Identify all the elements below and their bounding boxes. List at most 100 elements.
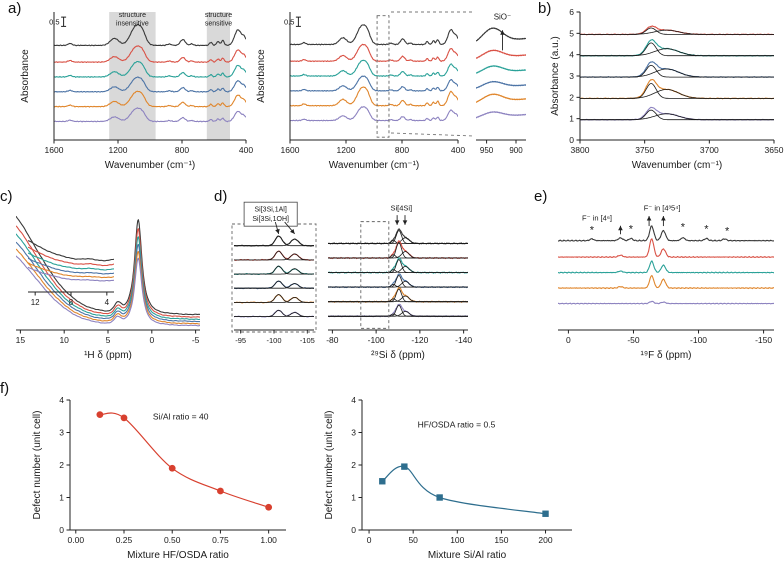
svg-text:-120: -120 <box>411 335 428 345</box>
svg-text:*: * <box>629 223 634 235</box>
panel-label-b: b) <box>538 0 552 17</box>
svg-text:-100: -100 <box>368 335 385 345</box>
svg-text:1200: 1200 <box>337 145 356 155</box>
svg-text:*: * <box>704 223 709 235</box>
panel-c-1h-nmr-chart: 15 10 5 0 -5 ¹H δ (ppm) <box>16 215 200 361</box>
svg-text:50: 50 <box>408 535 418 545</box>
svg-text:1200: 1200 <box>109 145 128 155</box>
svg-text:Mixture HF/OSDA ratio: Mixture HF/OSDA ratio <box>127 550 229 561</box>
svg-text:0: 0 <box>351 525 356 535</box>
svg-text:Si/Al ratio = 40: Si/Al ratio = 40 <box>153 412 209 422</box>
svg-text:15: 15 <box>16 335 26 345</box>
svg-text:3750: 3750 <box>635 145 654 155</box>
svg-text:*: * <box>725 225 730 237</box>
svg-text:4: 4 <box>59 395 64 405</box>
svg-text:¹⁹F δ (ppm): ¹⁹F δ (ppm) <box>641 350 692 361</box>
svg-text:structure: structure <box>119 12 146 19</box>
panel-f-sial-defects-chart: 0 50 100 150 200 0 1 2 3 4 Mixture Si/Al ratio Defe… <box>324 395 572 561</box>
svg-text:200: 200 <box>538 535 552 545</box>
svg-text:sensitive: sensitive <box>205 21 232 28</box>
svg-text:SiO⁻: SiO⁻ <box>494 12 512 21</box>
svg-text:-5: -5 <box>192 335 200 345</box>
svg-text:3650: 3650 <box>765 145 784 155</box>
panel-f-hf-osda-defects-chart: 0.00 0.25 0.50 0.75 1.00 0 1 2 3 4 Mixture HF/OSDA… <box>32 395 286 561</box>
svg-text:0: 0 <box>59 525 64 535</box>
svg-text:0: 0 <box>566 335 571 345</box>
svg-text:Si[3Si,1OH]: Si[3Si,1OH] <box>252 216 289 223</box>
svg-text:-95: -95 <box>235 336 246 345</box>
svg-text:3: 3 <box>59 428 64 438</box>
svg-text:0.25: 0.25 <box>116 535 133 545</box>
svg-text:2: 2 <box>569 92 574 102</box>
svg-text:-150: -150 <box>755 335 772 345</box>
svg-text:-140: -140 <box>455 335 472 345</box>
svg-text:2: 2 <box>351 460 356 470</box>
svg-text:2: 2 <box>59 460 64 470</box>
svg-text:3700: 3700 <box>700 145 719 155</box>
panel-label-e: e) <box>534 188 548 205</box>
svg-text:1.00: 1.00 <box>260 535 277 545</box>
panel-label-f: f) <box>0 380 10 397</box>
panel-e-19f-nmr-chart: 0 -50 -100 -150 ¹⁹F δ (ppm) F⁻ in [4³5⁴] F⁻ in… <box>558 204 774 361</box>
svg-text:Mixture Si/Al ratio: Mixture Si/Al ratio <box>428 550 507 561</box>
svg-text:1: 1 <box>351 493 356 503</box>
svg-text:12: 12 <box>31 298 40 307</box>
svg-text:800: 800 <box>175 145 189 155</box>
svg-text:3: 3 <box>569 71 574 81</box>
svg-text:0.5: 0.5 <box>284 17 294 26</box>
svg-text:1: 1 <box>569 114 574 124</box>
svg-text:*: * <box>681 222 686 234</box>
svg-text:4: 4 <box>351 395 356 405</box>
svg-text:0.75: 0.75 <box>212 535 229 545</box>
svg-text:5: 5 <box>106 335 111 345</box>
panel-a-ir-left-chart: 1600 1200 800 400 Wavenumber (cm⁻¹) Absorbanc… <box>20 12 253 171</box>
svg-text:-80: -80 <box>326 335 339 345</box>
svg-text:0: 0 <box>149 335 154 345</box>
svg-text:1: 1 <box>59 493 64 503</box>
svg-text:Si[3Si,1Al]: Si[3Si,1Al] <box>255 207 287 214</box>
svg-text:F⁻ in [4³5⁴]: F⁻ in [4³5⁴] <box>644 204 681 213</box>
svg-text:Si[4Si]: Si[4Si] <box>390 203 412 212</box>
svg-text:950: 950 <box>480 146 494 155</box>
svg-text:0: 0 <box>367 535 372 545</box>
svg-text:0.5: 0.5 <box>49 17 59 26</box>
svg-text:10: 10 <box>59 335 69 345</box>
svg-text:structure: structure <box>205 12 232 19</box>
svg-text:Absorbance (a.u.): Absorbance (a.u.) <box>550 36 561 116</box>
panel-b-oh-ir-chart: 3800 3750 3700 3650 0 1 2 3 4 5 6 Wavenumber (cm⁻¹)… <box>550 7 784 171</box>
panel-d-29si-zoom-chart: -95 -100 -105 Si[3Si,1Al] Si[3Si,1OH] <box>231 201 317 345</box>
svg-text:Wavenumber (cm⁻¹): Wavenumber (cm⁻¹) <box>632 160 722 171</box>
panel-a-sio-inset-chart: 950 900 SiO⁻ <box>476 12 526 155</box>
svg-text:0.00: 0.00 <box>68 535 85 545</box>
svg-text:Defect number (unit cell): Defect number (unit cell) <box>324 411 335 520</box>
svg-text:F⁻ in [4⁶]: F⁻ in [4⁶] <box>582 214 612 223</box>
svg-text:Absorbance: Absorbance <box>256 49 267 103</box>
panel-c-inset-chart: 12 8 4 <box>28 240 114 307</box>
svg-text:*: * <box>590 224 595 236</box>
svg-text:1600: 1600 <box>281 145 300 155</box>
svg-text:insensitive: insensitive <box>116 21 149 28</box>
svg-text:100: 100 <box>450 535 464 545</box>
svg-text:Wavenumber (cm⁻¹): Wavenumber (cm⁻¹) <box>105 160 195 171</box>
svg-text:400: 400 <box>239 145 253 155</box>
svg-text:800: 800 <box>395 145 409 155</box>
panel-label-c: c) <box>0 188 13 205</box>
svg-text:Absorbance: Absorbance <box>20 49 31 103</box>
svg-text:3: 3 <box>351 428 356 438</box>
svg-text:5: 5 <box>569 28 574 38</box>
svg-text:150: 150 <box>494 535 508 545</box>
panel-a-ir-right-chart: 1600 1200 800 400 Wavenumber (cm⁻¹) Absorbanc… <box>256 12 465 171</box>
svg-text:3800: 3800 <box>571 145 590 155</box>
svg-text:1600: 1600 <box>45 145 64 155</box>
svg-text:Wavenumber (cm⁻¹): Wavenumber (cm⁻¹) <box>329 160 419 171</box>
svg-text:²⁹Si δ (ppm): ²⁹Si δ (ppm) <box>371 350 425 361</box>
panel-label-a: a) <box>8 0 22 17</box>
svg-text:¹H δ (ppm): ¹H δ (ppm) <box>84 350 132 361</box>
svg-text:-100: -100 <box>690 335 707 345</box>
svg-text:4: 4 <box>105 298 110 307</box>
svg-text:HF/OSDA ratio = 0.5: HF/OSDA ratio = 0.5 <box>418 420 496 430</box>
svg-text:900: 900 <box>509 146 523 155</box>
svg-text:400: 400 <box>451 145 465 155</box>
svg-text:Defect number (unit cell): Defect number (unit cell) <box>32 411 43 520</box>
